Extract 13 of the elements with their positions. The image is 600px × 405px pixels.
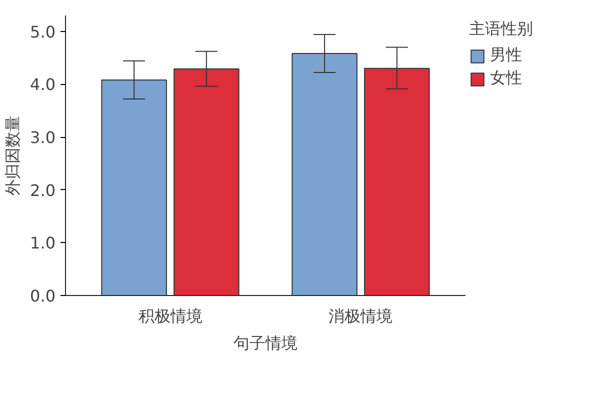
legend-label: 男性: [490, 45, 522, 66]
x-tick-label: 消极情境: [328, 306, 393, 326]
y-tick-label: 1.0: [30, 234, 56, 253]
y-tick-label: 2.0: [30, 180, 56, 200]
x-tick-label: 积极情境: [138, 306, 202, 326]
legend-label: 女性: [490, 68, 522, 89]
y-tick-label: 0.0: [30, 286, 56, 306]
legend-title: 主语性别: [469, 19, 533, 40]
y-tick-label: 3.0: [30, 128, 56, 148]
y-tick-label: 4.0: [30, 75, 56, 94]
x-axis-title: 句子情境: [234, 334, 298, 352]
y-axis-title: 外归因数量: [3, 116, 22, 196]
y-tick-label: 5.0: [30, 22, 56, 42]
